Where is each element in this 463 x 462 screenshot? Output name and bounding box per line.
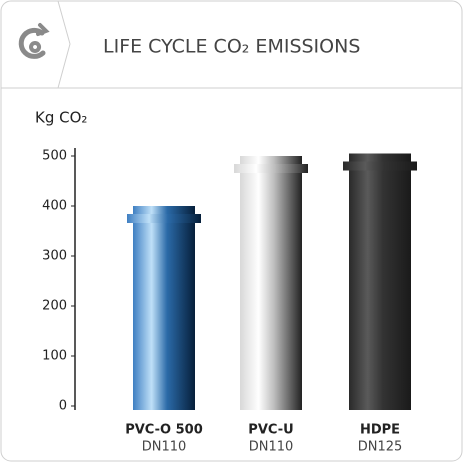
x-tick-label: PVC-O 500 xyxy=(125,423,203,438)
y-axis-label: Kg CO₂ xyxy=(35,109,87,127)
bar xyxy=(349,153,411,410)
x-tick-sublabel: DN110 xyxy=(142,440,187,455)
pipe-collar xyxy=(127,214,201,223)
x-tick-sublabel: DN125 xyxy=(358,440,403,455)
y-tick-label: 200 xyxy=(42,299,67,314)
pipe-collar xyxy=(234,164,308,173)
bar xyxy=(240,156,302,410)
x-tick-sublabel: DN110 xyxy=(249,440,294,455)
y-tick-label: 500 xyxy=(42,149,67,164)
pipe-collar xyxy=(343,161,417,171)
y-tick-label: 400 xyxy=(42,199,67,214)
y-tick-label: 100 xyxy=(42,349,67,364)
icon xyxy=(18,23,50,59)
y-tick-label: 0 xyxy=(59,399,67,414)
bar xyxy=(133,206,195,410)
y-tick-label: 300 xyxy=(42,249,67,264)
header-chevron xyxy=(57,0,71,89)
chart-title: LIFE CYCLE CO₂ EMISSIONS xyxy=(103,36,360,58)
x-tick-label: PVC-U xyxy=(248,423,293,438)
x-tick-label: HDPE xyxy=(360,423,400,438)
